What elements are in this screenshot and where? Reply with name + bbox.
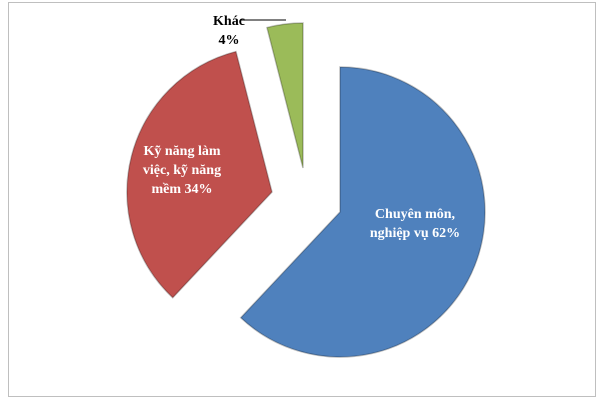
- slice-label: Khác 4%: [204, 12, 254, 50]
- slice-label: Kỹ năng làm việc, kỹ năng mềm 34%: [130, 142, 234, 199]
- category-label: Chuyên môn, nghiệp vụ: [369, 207, 456, 241]
- value-label: 34%: [184, 182, 213, 197]
- chart-frame: [8, 2, 596, 397]
- category-label: Khác: [213, 14, 245, 29]
- category-label: Kỹ năng làm việc, kỹ năng mềm: [142, 144, 222, 197]
- slice-label: Chuyên môn, nghiệp vụ 62%: [362, 205, 468, 243]
- pie-slice: [126, 50, 273, 299]
- pie-slice: [239, 66, 486, 358]
- value-label: 4%: [218, 33, 240, 48]
- value-label: 62%: [432, 226, 461, 241]
- pie-slice: [266, 22, 304, 169]
